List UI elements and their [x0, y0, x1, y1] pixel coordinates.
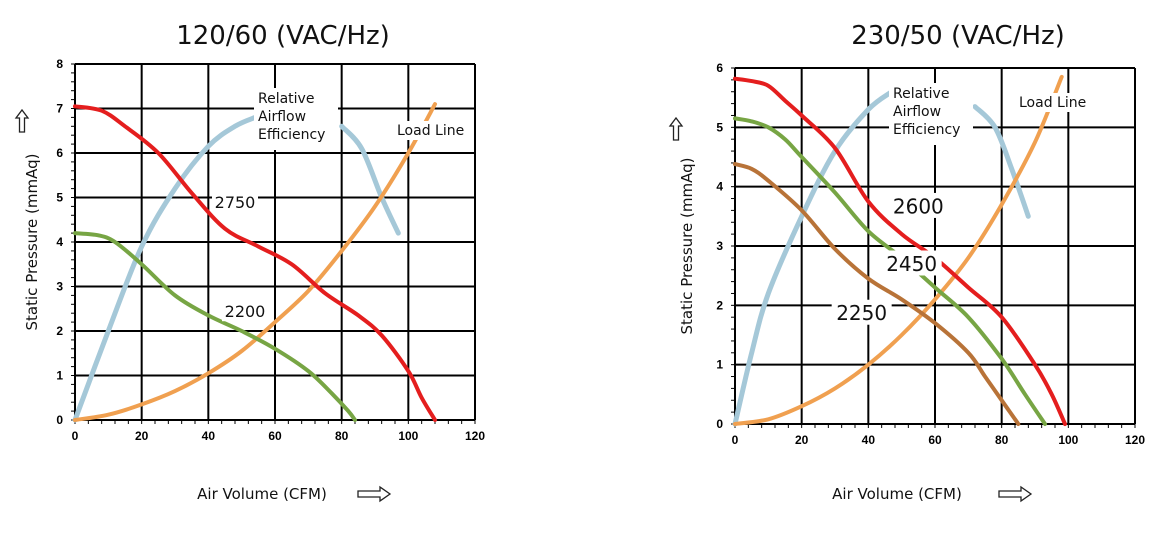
y-tick-label: 5	[716, 120, 723, 134]
curve-label-2750: 2750	[212, 192, 258, 213]
chart-title: 120/60 (VAC/Hz)	[176, 21, 390, 51]
x-axis-label: Air Volume (CFM)	[197, 485, 327, 503]
series-line-efficiency	[339, 123, 401, 236]
series-line-efficiency	[72, 114, 258, 423]
curve-label: 2250	[836, 301, 887, 325]
y-tick-label: 7	[56, 102, 63, 116]
annotation-background	[889, 83, 973, 145]
y-tick-label: 1	[716, 358, 723, 372]
efficiency-annotation: Relative Airflow Efficiency	[889, 83, 973, 145]
curve-label-2450: 2450	[881, 250, 942, 276]
x-tick-label: 40	[862, 433, 876, 447]
efficiency-label-line: Airflow	[893, 104, 941, 120]
y-tick-label: 2	[716, 298, 723, 312]
curve-label: 2200	[225, 302, 266, 321]
x-tick-label: 120	[1125, 433, 1145, 447]
arrow-up-icon	[668, 116, 684, 141]
x-tick-label: 80	[335, 429, 349, 443]
curve-label-2600: 2600	[888, 192, 949, 218]
y-tick-label: 8	[56, 57, 63, 71]
y-tick-label: 0	[56, 413, 63, 427]
curve-label: 2450	[886, 252, 937, 276]
y-tick-label: 3	[716, 239, 723, 253]
series-line-efficiency	[732, 89, 895, 427]
x-tick-label: 40	[202, 429, 216, 443]
curve-label-background	[831, 299, 892, 325]
chart-title: 230/50 (VAC/Hz)	[851, 21, 1065, 51]
y-tick-label: 0	[716, 417, 723, 431]
y-tick-label: 2	[56, 324, 63, 338]
efficiency-label-line: Airflow	[258, 109, 306, 125]
load-line-label: Load Line	[1019, 95, 1086, 111]
minor-ticks	[71, 63, 476, 424]
y-tick-label: 4	[56, 235, 63, 249]
curve-label: 2750	[215, 193, 256, 212]
x-tick-label: 80	[995, 433, 1009, 447]
y-tick-label: 6	[716, 61, 723, 75]
y-tick-label: 1	[56, 369, 63, 383]
curve-label: 2600	[893, 194, 944, 218]
arrow-right-icon	[998, 485, 1033, 503]
x-tick-label: 60	[268, 429, 282, 443]
y-tick-label: 5	[56, 191, 63, 205]
curve-label-background	[888, 192, 949, 218]
x-tick-label: 100	[1058, 433, 1078, 447]
efficiency-label-line: Relative	[258, 91, 314, 107]
y-axis-label: Static Pressure (mmAq)	[23, 154, 41, 331]
y-tick-label: 3	[56, 280, 63, 294]
chart-panel-2: 230/50 (VAC/Hz) 0 20 40 60 80 100 120 0 1 2 3 4 5 6 Air…	[668, 21, 1145, 503]
curve-label-2200: 2200	[222, 301, 268, 322]
chart-panel-1: 120/60 (VAC/Hz) 0 20 40 60 80 100 120 0 1 2 3 4 5 6 7 8 A…	[14, 21, 485, 503]
series-line-load-line	[73, 102, 437, 422]
arrow-right-icon	[357, 485, 392, 503]
efficiency-label-line: Efficiency	[258, 127, 325, 143]
annotation-background	[1016, 93, 1096, 112]
efficiency-label-line: Relative	[893, 86, 949, 102]
x-tick-label: 0	[72, 429, 79, 443]
y-axis-label: Static Pressure (mmAq)	[678, 158, 696, 335]
series-line-2450	[733, 116, 1047, 426]
series-line-load-line	[733, 74, 1064, 426]
x-tick-label: 20	[795, 433, 809, 447]
series-line-2200	[73, 231, 357, 422]
series-line-2250	[733, 162, 1021, 426]
x-axis-label: Air Volume (CFM)	[832, 485, 962, 503]
x-tick-label: 60	[928, 433, 942, 447]
efficiency-annotation: Relative Airflow Efficiency	[254, 88, 338, 150]
series-line-2600	[733, 76, 1067, 426]
efficiency-label-line: Efficiency	[893, 122, 960, 138]
load-line-annotation: Load Line	[394, 121, 474, 140]
y-tick-label: 6	[56, 146, 63, 160]
curve-label-2250: 2250	[831, 299, 892, 325]
load-line-annotation: Load Line	[1016, 93, 1096, 112]
series-line-2750	[73, 104, 437, 422]
curve-label-background	[881, 250, 942, 276]
annotation-background	[254, 88, 338, 150]
curve-label-background	[212, 192, 258, 213]
x-tick-label: 100	[398, 429, 418, 443]
series-line-efficiency	[972, 104, 1031, 219]
x-tick-label: 120	[465, 429, 485, 443]
x-tick-label: 20	[135, 429, 149, 443]
curve-label-background	[222, 301, 268, 322]
load-line-label: Load Line	[397, 123, 464, 139]
y-tick-label: 4	[716, 180, 723, 194]
annotation-background	[394, 121, 474, 140]
x-tick-label: 0	[732, 433, 739, 447]
arrow-up-icon	[14, 108, 30, 133]
